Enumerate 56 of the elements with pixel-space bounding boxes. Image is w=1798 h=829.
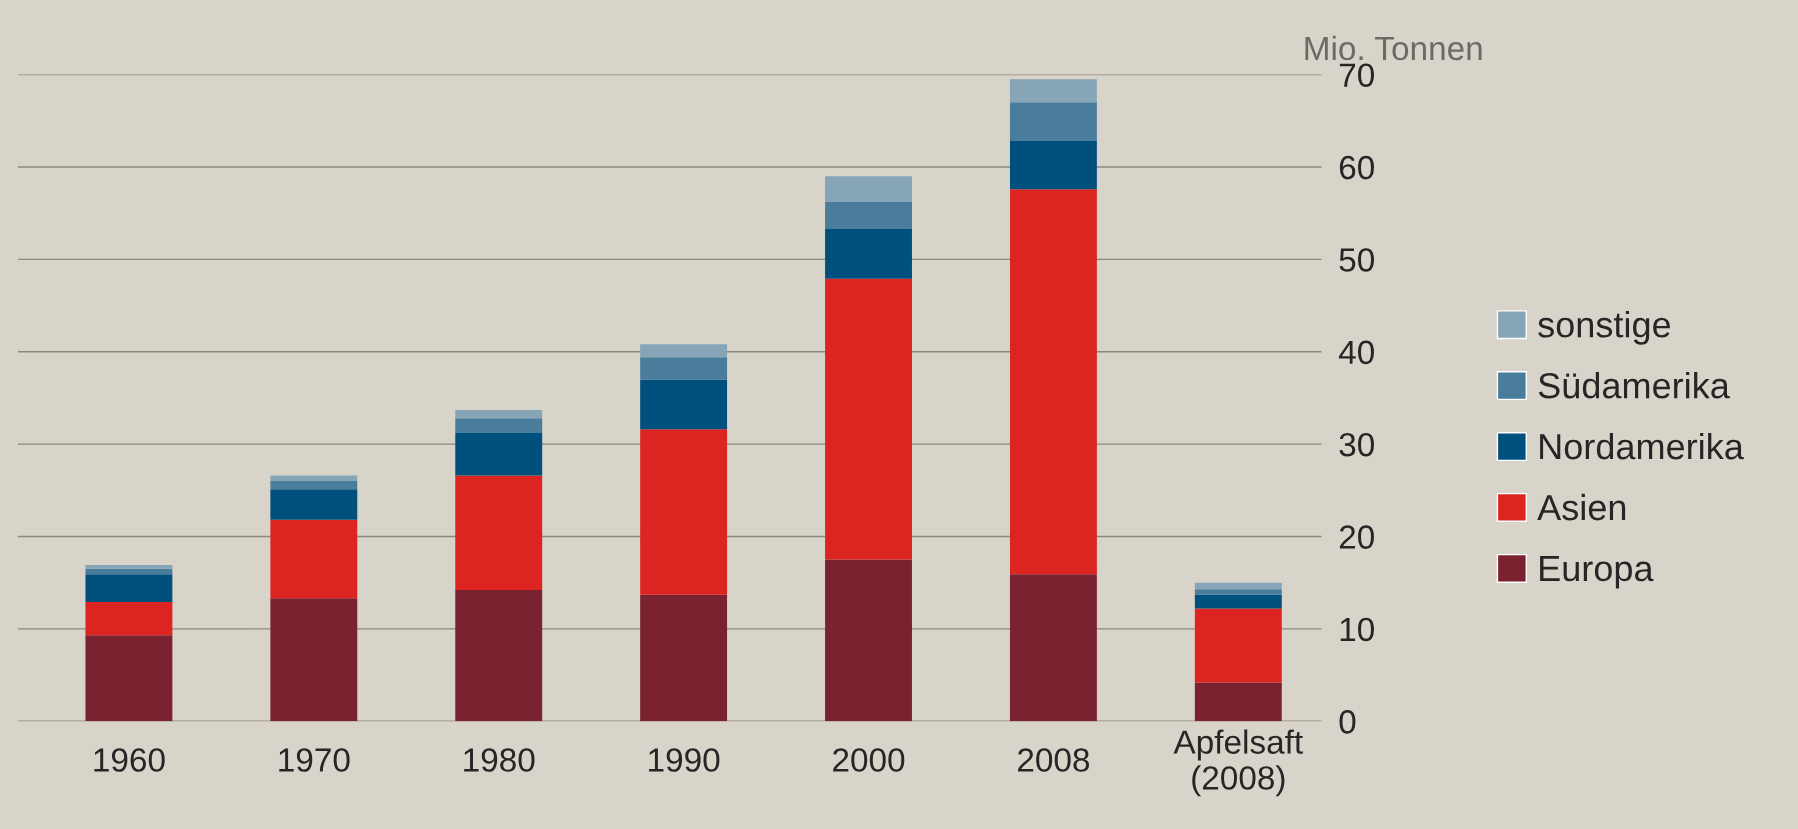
y-tick-label: 70 [1339,63,1374,88]
bar [1194,582,1282,590]
bar [270,489,358,520]
y-axis-title: Mio. Tonnen [1305,35,1482,61]
bar [455,475,543,591]
bar [455,409,543,419]
x-tick-label: Apfelsaft (2008) [1173,729,1303,797]
bar [455,590,543,722]
bar [825,559,912,722]
bar [1194,682,1282,722]
bar [825,202,912,229]
legend-label: Europa [1540,556,1654,589]
x-tick-label: 1970 [279,748,350,772]
bar [270,519,358,599]
bar [1009,574,1097,722]
bar [85,635,173,722]
bar [825,278,912,560]
legend-label: Nordamerika [1540,432,1744,460]
x-tick-label: 1980 [464,748,535,772]
y-tick-label: 60 [1339,155,1374,180]
bar [1194,589,1282,595]
y-tick-label: 20 [1339,525,1374,549]
y-tick-label: 50 [1339,248,1374,272]
legend-label: Südamerika [1538,371,1730,399]
bar [640,429,728,595]
bar [825,228,912,279]
bar [1009,79,1097,103]
bar [85,568,173,575]
x-tick-label: 1960 [94,748,165,772]
y-tick-label: 10 [1340,617,1374,642]
bar [270,475,358,482]
bar [270,598,358,722]
bar [640,357,728,380]
bar [640,344,728,358]
y-tick-label: 40 [1338,340,1374,365]
bar [825,176,912,203]
x-tick-label: 2000 [833,748,905,772]
bar [1009,189,1097,575]
bar [1194,608,1282,683]
bar [640,594,728,722]
legend-label: sonstige [1538,311,1671,345]
bar [640,379,728,430]
bar [1009,141,1097,190]
bar [455,433,543,476]
bar [1194,594,1282,609]
bar [85,602,173,636]
bar [1009,102,1097,142]
y-tick-label: 0 [1339,710,1356,734]
bar [270,481,358,490]
x-tick-label: 2008 [1018,748,1090,772]
bar [85,565,173,569]
x-tick-label: 1990 [649,748,720,772]
bar [455,418,543,434]
y-tick-label: 30 [1339,432,1374,457]
legend-label: Asien [1537,493,1626,521]
bar [85,574,173,603]
